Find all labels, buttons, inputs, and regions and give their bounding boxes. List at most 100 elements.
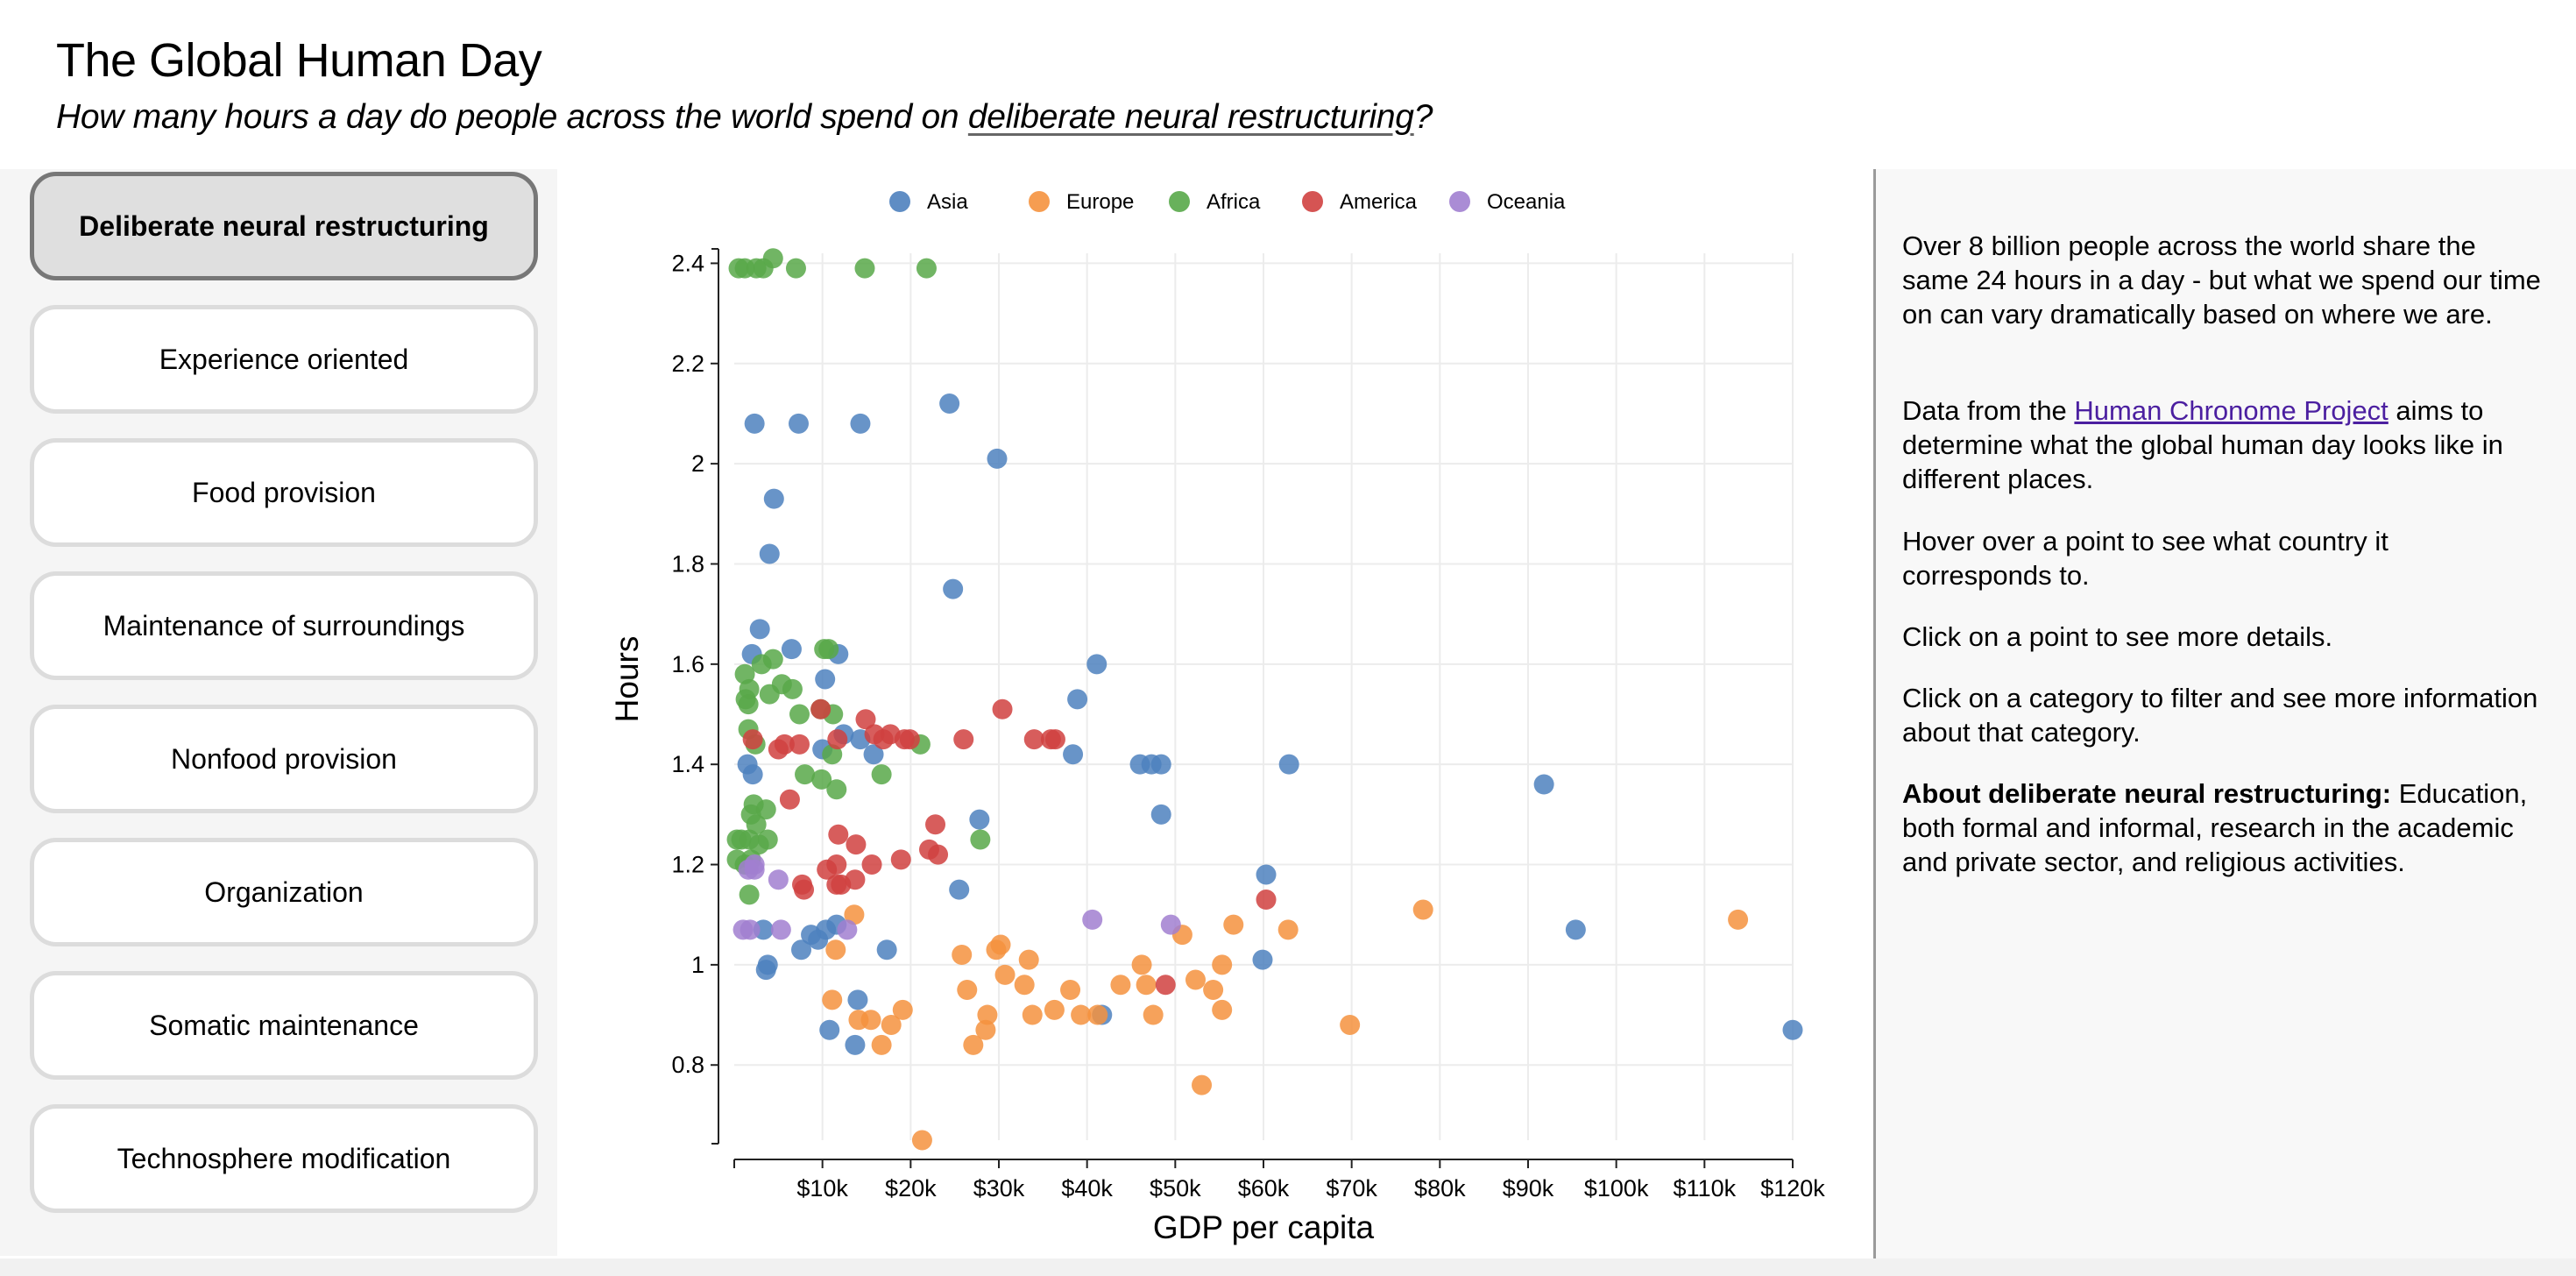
data-point[interactable]	[850, 413, 871, 434]
data-point[interactable]	[826, 779, 847, 800]
data-point[interactable]	[739, 884, 760, 905]
data-point[interactable]	[759, 543, 780, 564]
data-point[interactable]	[794, 879, 815, 900]
data-point[interactable]	[1014, 975, 1035, 996]
category-button-nonfood-provision[interactable]: Nonfood provision	[30, 705, 538, 813]
data-point[interactable]	[952, 944, 973, 965]
data-point[interactable]	[994, 964, 1016, 985]
data-point[interactable]	[846, 834, 867, 855]
data-point[interactable]	[911, 1130, 932, 1151]
human-chronome-link[interactable]: Human Chronome Project	[2074, 395, 2388, 426]
legend-item-america[interactable]: America	[1302, 190, 1418, 214]
data-point[interactable]	[1131, 954, 1152, 975]
data-point[interactable]	[975, 1019, 996, 1040]
data-point[interactable]	[1160, 914, 1181, 935]
data-point[interactable]	[1340, 1014, 1361, 1035]
data-point[interactable]	[845, 1034, 866, 1055]
data-point[interactable]	[1082, 909, 1103, 930]
data-point[interactable]	[1203, 979, 1224, 1000]
legend-item-europe[interactable]: Europe	[1029, 190, 1134, 214]
data-point[interactable]	[828, 824, 849, 845]
data-point[interactable]	[795, 764, 816, 785]
data-point[interactable]	[1060, 979, 1081, 1000]
data-point[interactable]	[871, 1034, 892, 1055]
data-point[interactable]	[808, 929, 829, 950]
data-point[interactable]	[827, 729, 848, 750]
data-point[interactable]	[825, 939, 846, 961]
data-point[interactable]	[990, 934, 1011, 955]
data-point[interactable]	[1044, 999, 1065, 1020]
data-point[interactable]	[742, 764, 763, 785]
data-point[interactable]	[1533, 774, 1554, 795]
data-point[interactable]	[863, 744, 884, 765]
data-point[interactable]	[738, 694, 759, 715]
category-button-deliberate-neural-restructuring[interactable]: Deliberate neural restructuring	[30, 172, 538, 280]
data-point[interactable]	[755, 799, 776, 820]
data-point[interactable]	[1023, 729, 1044, 750]
data-point[interactable]	[1728, 909, 1749, 930]
data-point[interactable]	[844, 904, 865, 925]
data-point[interactable]	[791, 939, 812, 961]
data-point[interactable]	[969, 809, 990, 830]
data-point[interactable]	[1278, 754, 1299, 775]
data-point[interactable]	[890, 849, 911, 870]
data-point[interactable]	[789, 734, 810, 755]
data-point[interactable]	[757, 954, 778, 975]
legend-item-asia[interactable]: Asia	[889, 190, 968, 214]
data-point[interactable]	[817, 859, 838, 880]
data-point[interactable]	[1067, 689, 1088, 710]
data-point[interactable]	[1150, 804, 1171, 825]
data-point[interactable]	[768, 869, 789, 890]
data-point[interactable]	[1565, 919, 1586, 940]
data-point[interactable]	[953, 729, 974, 750]
data-point[interactable]	[892, 999, 913, 1020]
data-point[interactable]	[781, 639, 802, 660]
data-point[interactable]	[1044, 729, 1065, 750]
data-point[interactable]	[757, 829, 778, 850]
data-point[interactable]	[818, 639, 839, 660]
data-point[interactable]	[860, 1010, 881, 1031]
data-point[interactable]	[1063, 744, 1084, 765]
data-point[interactable]	[1782, 1019, 1803, 1040]
data-point[interactable]	[779, 789, 800, 810]
data-point[interactable]	[1018, 949, 1039, 970]
data-point[interactable]	[977, 1004, 998, 1025]
data-point[interactable]	[855, 709, 876, 730]
data-point[interactable]	[928, 844, 949, 865]
data-point[interactable]	[992, 698, 1013, 720]
category-button-experience-oriented[interactable]: Experience oriented	[30, 305, 538, 414]
data-point[interactable]	[1256, 864, 1277, 885]
data-point[interactable]	[788, 413, 809, 434]
data-point[interactable]	[861, 854, 882, 875]
legend-item-africa[interactable]: Africa	[1169, 190, 1261, 214]
data-point[interactable]	[899, 729, 920, 750]
category-button-food-provision[interactable]: Food provision	[30, 438, 538, 547]
data-point[interactable]	[744, 854, 765, 875]
data-point[interactable]	[925, 814, 946, 835]
data-point[interactable]	[837, 919, 858, 940]
data-point[interactable]	[854, 258, 875, 279]
data-point[interactable]	[740, 919, 761, 940]
data-point[interactable]	[789, 704, 810, 725]
data-point[interactable]	[847, 989, 868, 1010]
data-point[interactable]	[949, 879, 970, 900]
data-point[interactable]	[746, 814, 767, 835]
data-point[interactable]	[774, 734, 795, 755]
data-point[interactable]	[1155, 975, 1176, 996]
data-point[interactable]	[822, 989, 843, 1010]
data-point[interactable]	[871, 764, 892, 785]
data-point[interactable]	[1110, 975, 1131, 996]
data-point[interactable]	[1143, 1004, 1164, 1025]
data-point[interactable]	[759, 684, 780, 705]
data-point[interactable]	[943, 578, 964, 599]
data-point[interactable]	[782, 678, 803, 699]
data-point[interactable]	[1136, 975, 1157, 996]
data-point[interactable]	[1277, 919, 1299, 940]
data-point[interactable]	[963, 1034, 984, 1055]
data-point[interactable]	[1223, 914, 1244, 935]
data-point[interactable]	[987, 448, 1008, 469]
data-point[interactable]	[785, 258, 806, 279]
data-point[interactable]	[810, 698, 832, 720]
data-point[interactable]	[1212, 954, 1233, 975]
data-point[interactable]	[876, 939, 897, 961]
